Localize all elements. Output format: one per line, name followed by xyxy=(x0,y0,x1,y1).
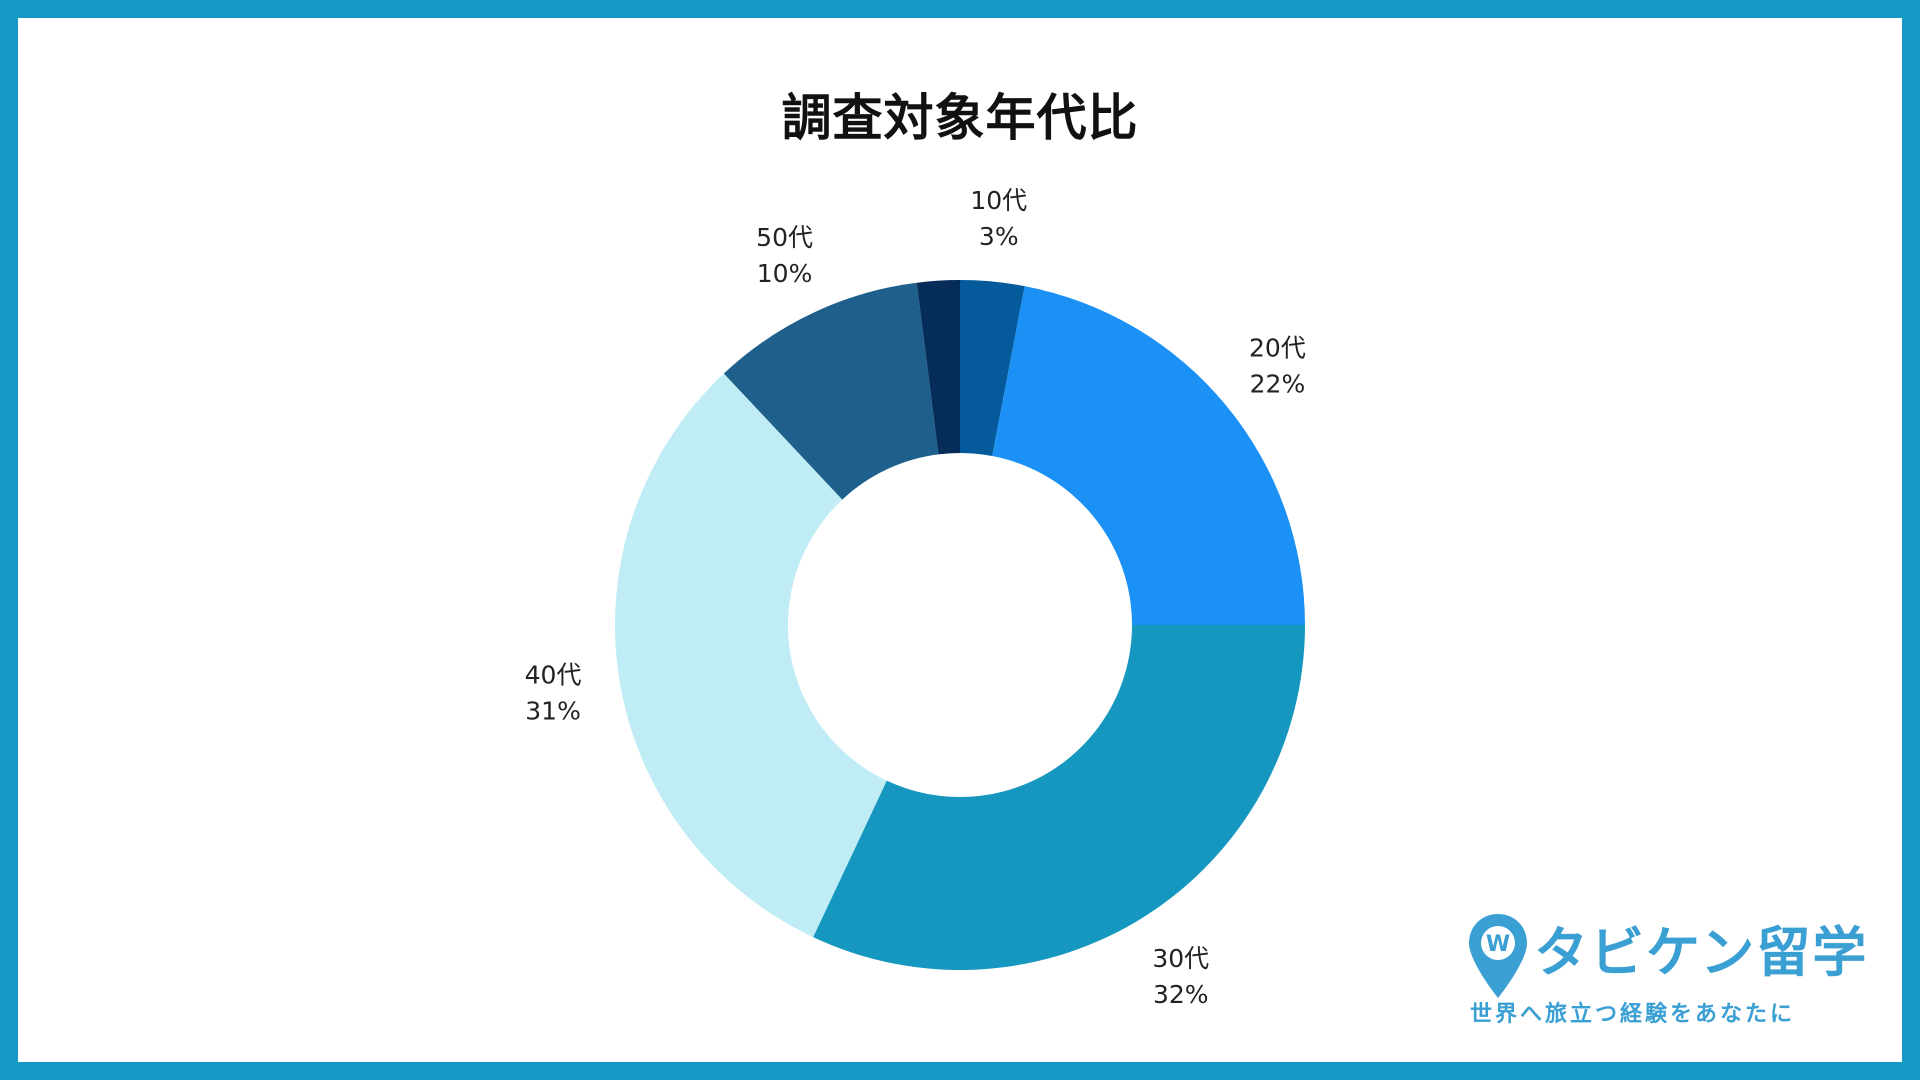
slice-50代 xyxy=(723,282,939,500)
logo-tagline: 世界へ旅立つ経験をあなたに xyxy=(1470,1002,1796,1027)
brand-logo: W タビケン留学 世界へ旅立つ経験をあなたに xyxy=(1466,912,1866,1032)
chart-title: 調査対象年代比 xyxy=(781,89,1139,147)
slice-percent-label: 22% xyxy=(1250,369,1306,398)
slice-label-20代: 20代 22% xyxy=(1249,333,1306,398)
slice-label-10代: 10代 3% xyxy=(970,186,1027,251)
slice-percent-label: 31% xyxy=(525,696,581,725)
slice-label-40代: 40代 31% xyxy=(525,660,582,725)
slice-percent-label: 3% xyxy=(979,222,1019,251)
slice-percent-label: 10% xyxy=(757,259,813,288)
slice-label-30代: 30代 32% xyxy=(1152,944,1209,1009)
slice-category-label: 30代 xyxy=(1152,944,1209,973)
slice-40代 xyxy=(614,373,887,938)
slice-category-label: 50代 xyxy=(756,223,813,252)
slice-category-label: 40代 xyxy=(525,660,582,689)
slice-10代 xyxy=(960,280,1025,457)
donut-slices xyxy=(614,280,1305,970)
location-pin-icon: W xyxy=(1469,914,1527,998)
slice-category-label: 10代 xyxy=(970,186,1027,215)
slice-labels: 10代 3%20代 22%30代 32%40代 31%50代 10% xyxy=(525,186,1306,1009)
slice-30代 xyxy=(813,625,1305,970)
slice-category-label: 20代 xyxy=(1249,333,1306,362)
slice-percent-label: 32% xyxy=(1153,980,1209,1009)
logo-name: タビケン留学 xyxy=(1534,921,1869,984)
pin-letter: W xyxy=(1486,932,1510,957)
slice-unlabeled xyxy=(916,280,960,455)
slice-20代 xyxy=(992,286,1305,625)
slice-label-50代: 50代 10% xyxy=(756,223,813,288)
